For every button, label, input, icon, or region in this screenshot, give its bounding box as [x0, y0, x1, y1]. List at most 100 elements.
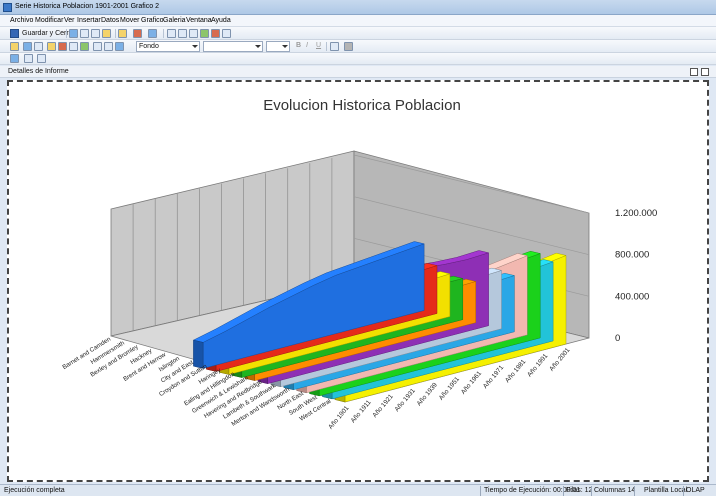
wizard-icon[interactable] [10, 42, 19, 51]
x-tick-label: Año 1981 [504, 358, 527, 384]
print-icon[interactable] [80, 29, 89, 38]
excel-icon[interactable] [211, 29, 220, 38]
status-text: Ejecución completa [4, 487, 65, 494]
paint-bucket-icon[interactable] [330, 42, 339, 51]
text-icon[interactable] [69, 42, 78, 51]
menu-insertar[interactable]: Insertar [77, 17, 101, 24]
menu-ayuda[interactable]: Ayuda [211, 17, 231, 24]
x-tick-label: Año 1911 [350, 399, 373, 425]
format-toolbar: Fondo B I U [0, 40, 716, 53]
undo-icon[interactable] [24, 54, 33, 63]
copy-icon[interactable] [91, 29, 100, 38]
y-tick-label: 0 [615, 333, 620, 344]
x-tick-label: Año 1951 [438, 376, 461, 402]
ribbon-top-face [192, 241, 425, 343]
color-picker-icon[interactable] [344, 42, 353, 51]
border-icon[interactable] [104, 42, 113, 51]
y-tick-label: 400.000 [615, 291, 649, 302]
italic-button[interactable]: I [306, 42, 308, 49]
close-icon[interactable] [701, 68, 709, 76]
underline-button[interactable]: U [316, 42, 322, 49]
x-tick-label: Año 1961 [460, 370, 483, 396]
x-tick-label: Año 1991 [526, 352, 549, 378]
menu-datos[interactable]: Datos [101, 17, 120, 24]
toolbar-separator [163, 29, 164, 38]
bold-button[interactable]: B [296, 42, 302, 49]
toolbar-separator [115, 29, 116, 38]
fill-icon[interactable] [115, 42, 124, 51]
fill-combo-value: Fondo [139, 43, 159, 50]
grid-icon[interactable] [167, 29, 176, 38]
export-icon[interactable] [102, 29, 111, 38]
olap-status: OLAP [686, 487, 705, 494]
report-canvas: Evolucion Historica Poblacion Año 1901 Añ… [7, 80, 709, 482]
app-icon [3, 3, 12, 12]
toolbar-separator [326, 42, 327, 51]
y-tick-label: 800.000 [615, 250, 649, 261]
menu-mover[interactable]: Mover [120, 17, 140, 24]
menu-grafico[interactable]: Grafico [141, 17, 164, 24]
ribbon-series [192, 241, 425, 369]
side-wall-gridline [353, 196, 590, 256]
chevron-down-icon [282, 45, 288, 48]
table-icon[interactable] [178, 29, 187, 38]
function-icon[interactable] [34, 42, 43, 51]
x-tick-label: Año 1939 [416, 381, 439, 407]
chevron-down-icon [255, 45, 261, 48]
status-separator [591, 486, 592, 496]
status-separator [683, 486, 684, 496]
camera-icon[interactable] [222, 29, 231, 38]
folder-icon[interactable] [47, 42, 56, 51]
chart-title: Evolucion Historica Poblacion [263, 97, 461, 114]
x-tick-label: Año 2001 [548, 347, 571, 373]
status-separator [563, 486, 564, 496]
column-count: Columnas 14 [594, 487, 636, 494]
status-bar: Ejecución completa Tiempo de Ejecución: … [0, 484, 716, 496]
save-and-close-button[interactable]: Guardar y Cerrar [10, 28, 75, 39]
redo-icon[interactable] [37, 54, 46, 63]
data-icon[interactable] [200, 29, 209, 38]
x-tick-label: Año 1971 [482, 364, 505, 390]
chevron-down-icon [192, 45, 198, 48]
row-count: Filas: 12 [566, 487, 593, 494]
align-icon[interactable] [93, 42, 102, 51]
bar-chart-icon[interactable] [133, 29, 142, 38]
template-status: Plantilla Local [644, 487, 688, 494]
menu-ver[interactable]: Ver [64, 17, 75, 24]
layout-icon[interactable] [189, 29, 198, 38]
document-tab-title: Detalles de Informe [8, 68, 69, 75]
filter-icon[interactable] [23, 42, 32, 51]
x-tick-label: Año 1921 [371, 393, 394, 419]
restore-icon[interactable] [690, 68, 698, 76]
edit-toolbar [0, 53, 716, 65]
sheet-icon[interactable] [80, 42, 89, 51]
x-tick-label: Año 1901 [327, 405, 350, 431]
menu-archivo[interactable]: Archivo [10, 17, 34, 24]
image-icon[interactable] [58, 42, 67, 51]
status-separator [634, 486, 635, 496]
side-wall-gridline [353, 154, 590, 214]
window-title: Serie Historica Poblacion 1901-2001 Graf… [15, 3, 159, 10]
menu-galeria[interactable]: Galeria [163, 17, 186, 24]
y-tick-label: 1.200.000 [615, 208, 657, 219]
palette-icon[interactable] [118, 29, 127, 38]
x-tick-label: Año 1931 [394, 387, 417, 413]
main-toolbar: Guardar y Cerrar [0, 27, 716, 40]
window-title-bar: Serie Historica Poblacion 1901-2001 Graf… [0, 0, 716, 15]
menu-bar: Archivo Modificar Ver Insertar Datos Mov… [0, 15, 716, 27]
save-icon [10, 29, 19, 38]
menu-modificar[interactable]: Modificar [35, 17, 64, 24]
save-and-close-label: Guardar y Cerrar [22, 30, 75, 37]
fill-combo[interactable]: Fondo [136, 41, 200, 52]
preview-icon[interactable] [69, 29, 78, 38]
size-combo[interactable] [266, 41, 290, 52]
chart-type-icon[interactable] [148, 29, 157, 38]
ribbon-end-cap [193, 339, 204, 369]
menu-ventana[interactable]: Ventana [186, 17, 212, 24]
toolbar-separator [66, 29, 67, 38]
zoom-icon[interactable] [10, 54, 19, 63]
execution-time: Tiempo de Ejecución: 00:00:01 [484, 487, 581, 494]
status-separator [480, 486, 481, 496]
font-combo[interactable] [203, 41, 263, 52]
document-header: Detalles de Informe [0, 66, 716, 78]
